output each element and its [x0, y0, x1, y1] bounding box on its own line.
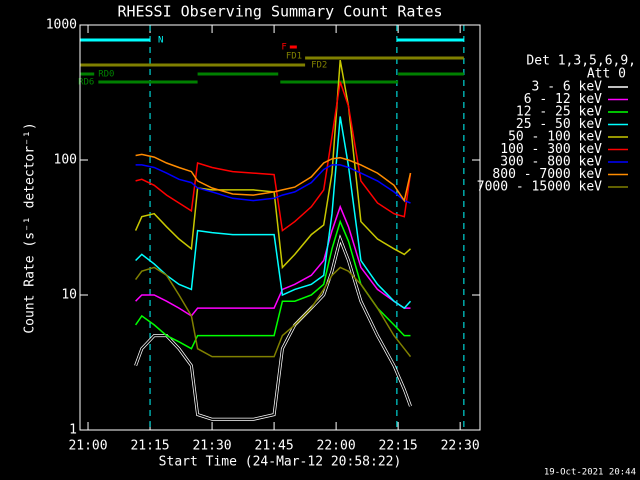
series-line — [134, 236, 412, 421]
series-line — [135, 116, 412, 310]
x-tick-label: 21:15 — [130, 439, 169, 454]
y-tick-label: 10 — [61, 288, 77, 303]
legend-label: 800 - 7000 keV — [492, 167, 602, 182]
series-line — [134, 266, 412, 358]
x-tick-label: 22:30 — [441, 439, 480, 454]
y-tick-label: 100 — [54, 153, 77, 168]
series-line — [135, 204, 411, 317]
legend-label: 50 - 100 keV — [508, 130, 602, 145]
series-line — [135, 81, 412, 232]
x-axis-label: Start Time (24-Mar-12 20:58:22) — [159, 455, 402, 470]
legend-title: Det 1,3,5,6,9, — [526, 54, 636, 69]
series-line — [135, 164, 411, 204]
legend-label: 25 - 50 keV — [516, 117, 602, 132]
flag-label: FD1 — [286, 52, 302, 62]
legend-label: 100 - 300 keV — [500, 142, 602, 157]
x-tick-label: 22:15 — [379, 439, 418, 454]
x-tick-label: 22:00 — [317, 439, 356, 454]
plot-area: 1 10 100 1000 21:00 21:15 21:30 21:45 22:00 22:15… — [46, 18, 480, 454]
flag-label: RD6 — [78, 78, 94, 88]
flag-label: N — [158, 36, 163, 46]
series-line — [135, 153, 412, 203]
legend-label: 12 - 25 keV — [516, 105, 602, 120]
series-line — [134, 59, 412, 270]
legend-label: 3 - 6 keV — [532, 80, 603, 95]
flag-label: RD0 — [98, 70, 114, 80]
footer: 19-Oct-2021 20:44 — [544, 468, 636, 478]
x-tick-label: 21:45 — [255, 439, 294, 454]
flag-label: F — [281, 43, 286, 53]
y-axis-label: Count Rate (s⁻¹ detector⁻¹) — [23, 122, 38, 333]
y-tick-label: 1000 — [46, 18, 77, 33]
legend-label: 300 - 800 keV — [500, 155, 602, 170]
chart-title: RHESSI Observing Summary Count Rates — [117, 3, 442, 21]
axes-frame — [79, 24, 481, 431]
y-tick-label: 1 — [69, 423, 77, 438]
x-tick-label: 21:30 — [192, 439, 231, 454]
flag-label: FD2 — [311, 61, 327, 71]
legend-label: 6 - 12 keV — [524, 92, 602, 107]
x-tick-label: 21:00 — [68, 439, 107, 454]
legend-label: 7000 - 15000 keV — [477, 180, 602, 195]
legend-title: Att 0 — [587, 67, 626, 82]
